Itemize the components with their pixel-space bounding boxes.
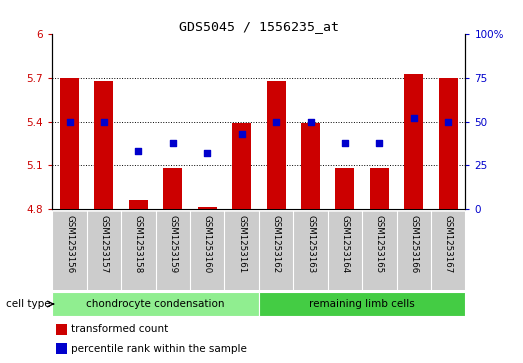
Bar (129, 200, 148, 209)
Text: GSM1253160: GSM1253160 (203, 215, 212, 273)
Bar (439, 78, 458, 209)
Point (134, 148, 143, 154)
Text: GSM1253164: GSM1253164 (340, 215, 349, 273)
Text: GSM1253167: GSM1253167 (444, 215, 453, 273)
Bar (163, 168, 183, 209)
Text: GSM1253166: GSM1253166 (410, 215, 418, 273)
Bar (56, 324, 67, 335)
Point (306, 119, 315, 125)
Bar (60, 78, 79, 209)
Point (410, 115, 418, 121)
Bar (56, 343, 67, 354)
Text: percentile rank within the sample: percentile rank within the sample (71, 344, 247, 354)
Point (237, 131, 246, 137)
Text: GSM1253165: GSM1253165 (375, 215, 384, 273)
Text: GSM1253163: GSM1253163 (306, 215, 315, 273)
Text: remaining limb cells: remaining limb cells (309, 299, 415, 309)
Text: GSM1253156: GSM1253156 (65, 215, 74, 273)
Point (341, 140, 349, 146)
Text: GSM1253158: GSM1253158 (134, 215, 143, 273)
Point (375, 140, 383, 146)
Text: GSM1253157: GSM1253157 (99, 215, 108, 273)
Point (203, 150, 211, 156)
Bar (267, 81, 286, 209)
Title: GDS5045 / 1556235_at: GDS5045 / 1556235_at (179, 20, 339, 33)
Point (444, 119, 452, 125)
Text: cell type: cell type (6, 299, 51, 309)
Bar (198, 207, 217, 209)
Point (100, 119, 108, 125)
Bar (404, 74, 423, 209)
Text: transformed count: transformed count (71, 325, 168, 334)
Text: GSM1253162: GSM1253162 (271, 215, 281, 273)
Point (65, 119, 74, 125)
Bar (259, 292, 465, 316)
Bar (95, 81, 113, 209)
Text: chondrocyte condensation: chondrocyte condensation (86, 299, 225, 309)
Bar (370, 168, 389, 209)
Bar (335, 168, 355, 209)
Bar (52, 292, 259, 316)
Text: GSM1253159: GSM1253159 (168, 215, 177, 273)
Point (168, 140, 177, 146)
Bar (232, 123, 251, 209)
Bar (301, 123, 320, 209)
Point (272, 119, 280, 125)
Text: GSM1253161: GSM1253161 (237, 215, 246, 273)
